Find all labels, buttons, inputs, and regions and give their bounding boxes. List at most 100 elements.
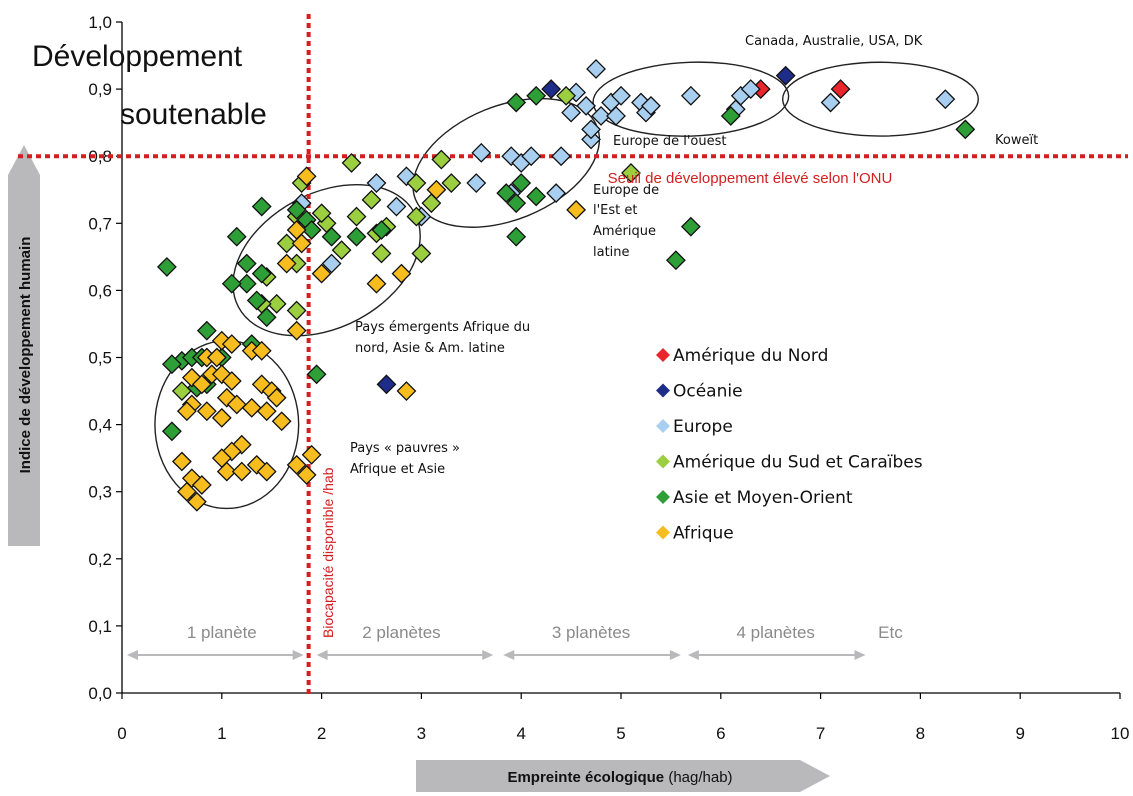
data-point-am-rique-du-sud-et-cara-bes [286,300,307,321]
data-point-afrique [186,491,207,512]
data-point-europe [641,95,661,116]
annotation-europe-est-4: latine [593,245,630,260]
data-points [156,59,976,512]
data-point-europe [935,89,956,110]
data-point-asie-et-moyen-orient [251,263,272,284]
y-axis-label: Indice de développement humain [17,237,34,474]
corner-label-line2: soutenable [120,98,267,131]
y-tick-label: 0,7 [88,214,112,233]
x-tick-label: 6 [716,724,725,743]
legend-marker [656,525,670,540]
data-point-am-rique-du-sud-et-cara-bes [371,243,392,264]
annotation-europe-est-1: Europe de [593,183,659,198]
cluster-ellipse [781,61,979,137]
planet-label: 2 planètes [362,623,440,642]
x-tick-label: 4 [516,724,525,743]
legend-label: Amérique du Nord [673,346,828,366]
data-point-afrique [171,451,192,472]
data-point-asie-et-moyen-orient [506,92,527,113]
data-point-asie-et-moyen-orient [236,273,257,294]
x-axis-label-unit: (hag/hab) [664,769,732,786]
data-point-afrique [286,320,307,341]
data-point-afrique [191,374,212,395]
annotation-europe-est-2: l'Est et [593,203,638,218]
data-point-oc-anie [376,374,397,395]
threshold-label: Seuil de développement élevé selon l'ONU [608,170,893,187]
data-point-am-rique-du-sud-et-cara-bes [556,85,577,106]
data-point-europe [820,92,841,113]
data-point-europe [581,129,601,150]
data-point-am-rique-du-sud-et-cara-bes [311,203,332,224]
y-tick-label: 0,3 [88,483,112,502]
data-point-afrique [176,401,197,422]
data-point-afrique [296,166,317,187]
x-tick-label: 7 [816,724,825,743]
data-point-asie-et-moyen-orient [506,193,527,214]
data-point-asie-et-moyen-orient [256,307,277,328]
data-point-afrique [266,387,287,408]
biocapacity-label: Biocapacité disponible /hab [320,467,336,638]
data-point-asie-et-moyen-orient [665,250,686,271]
data-point-afrique [196,401,217,422]
y-tick-label: 1,0 [88,13,112,32]
data-point-asie-et-moyen-orient [526,85,547,106]
data-point-europe [680,85,701,106]
planet-arrow-head-right [482,650,494,660]
data-point-am-rique-du-nord [830,79,851,100]
planet-arrow-head-right [669,650,681,660]
data-point-europe [576,95,596,116]
legend-label: Europe [673,417,733,437]
data-point-afrique [296,465,317,485]
planet-label: 4 planètes [736,623,814,642]
data-point-afrique [426,179,447,200]
annotation-pauvres-1: Pays « pauvres » [350,441,460,456]
data-point-asie-et-moyen-orient [680,216,701,237]
data-point-asie-et-moyen-orient [161,354,182,375]
data-point-asie-et-moyen-orient [221,273,242,294]
legend-label: Amérique du Sud et Caraïbes [673,453,923,473]
data-point-asie-et-moyen-orient [251,196,272,217]
data-point-asie-et-moyen-orient [306,364,327,385]
data-point-asie-et-moyen-orient [496,183,517,204]
data-point-am-rique-du-sud-et-cara-bes [621,163,641,183]
data-point-afrique [271,411,292,432]
legend-marker [656,490,670,504]
data-point-asie-et-moyen-orient [236,253,257,274]
data-point-am-rique-du-sud-et-cara-bes [346,206,367,227]
data-point-am-rique-du-sud-et-cara-bes [406,173,427,193]
y-tick-label: 0,0 [88,684,112,703]
x-tick-label: 5 [616,724,625,743]
cluster-ellipse [592,61,790,137]
data-point-europe [366,173,387,193]
data-point-asie-et-moyen-orient [526,186,547,207]
data-point-afrique [366,273,387,294]
data-point-am-rique-du-sud-et-cara-bes [431,149,452,170]
data-point-asie-et-moyen-orient [226,226,247,247]
y-tick-label: 0,1 [88,617,112,636]
data-point-am-rique-du-sud-et-cara-bes [361,189,382,210]
data-point-afrique [286,454,307,475]
data-point-afrique [191,475,212,495]
x-tick-label: 2 [317,724,326,743]
data-point-afrique [226,394,247,415]
data-point-europe [581,119,601,140]
y-tick-label: 0,9 [88,80,112,99]
data-point-afrique [391,263,412,284]
y-tick-label: 0,2 [88,550,112,569]
annotation-emergents-1: Pays émergents Afrique du [355,320,530,335]
x-tick-label: 8 [916,724,925,743]
data-point-afrique [221,371,242,391]
data-point-asie-et-moyen-orient [301,220,322,240]
annotation-europe-ouest: Europe de l'ouest [613,134,726,149]
data-point-asie-et-moyen-orient [511,173,532,193]
annotation-pauvres-2: Afrique et Asie [350,462,445,477]
data-point-europe [561,102,582,123]
legend: Amérique du Nord Océanie Europe Amérique du… [656,346,923,544]
corner-label-line1: Développement [32,40,243,73]
legend-marker [656,454,670,469]
data-point-asie-et-moyen-orient [156,256,177,277]
data-point-europe [611,85,631,106]
x-tick-label: 0 [117,724,126,743]
planet-arrow-head-right [854,650,866,660]
legend-marker [656,419,670,433]
